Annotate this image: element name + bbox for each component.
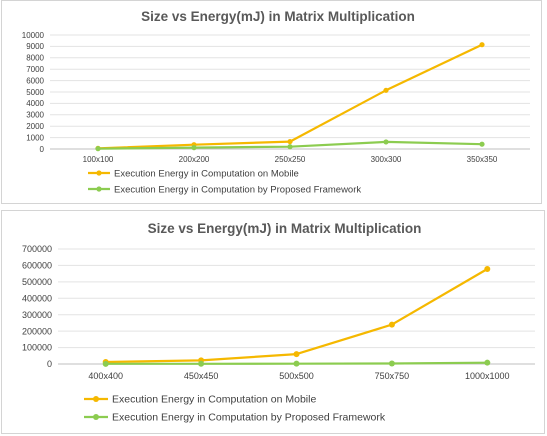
data-point [287, 144, 293, 150]
y-tick-label: 0 [47, 359, 52, 369]
y-tick-label: 1000 [26, 133, 44, 142]
y-tick-label: 7000 [26, 65, 44, 74]
y-tick-label: 200000 [22, 326, 52, 336]
data-point [191, 145, 197, 151]
x-tick-label: 300x300 [371, 155, 402, 164]
data-point [484, 266, 491, 273]
data-point [198, 360, 205, 367]
y-tick-label: 700000 [22, 244, 52, 254]
data-point [383, 139, 389, 145]
y-tick-label: 400000 [22, 293, 52, 303]
x-tick-label: 400x400 [88, 371, 123, 381]
data-point [479, 42, 485, 48]
data-point [388, 321, 395, 328]
data-point [293, 351, 300, 358]
chart-panel-large-matrices: Size vs Energy(mJ) in Matrix Multiplicat… [0, 210, 547, 436]
legend-swatch-marker [93, 396, 99, 402]
x-tick-label: 100x100 [83, 155, 114, 164]
x-tick-label: 450x450 [184, 371, 219, 381]
data-point [95, 146, 101, 152]
y-tick-label: 10000 [22, 31, 45, 40]
x-tick-label: 500x500 [279, 371, 314, 381]
energy-chart-small: Size vs Energy(mJ) in Matrix Multiplicat… [1, 0, 542, 204]
y-tick-label: 2000 [26, 122, 44, 131]
legend-entry: Execution Energy in Computation by Propo… [112, 412, 386, 424]
chart-title: Size vs Energy(mJ) in Matrix Multiplicat… [141, 9, 415, 24]
y-tick-label: 3000 [26, 111, 44, 120]
x-tick-label: 200x200 [179, 155, 210, 164]
y-tick-label: 5000 [26, 88, 44, 97]
y-tick-label: 0 [40, 145, 45, 154]
legend-entry: Execution Energy in Computation by Propo… [114, 184, 361, 195]
data-point [479, 141, 485, 147]
energy-chart-large: Size vs Energy(mJ) in Matrix Multiplicat… [1, 210, 545, 434]
y-tick-label: 4000 [26, 99, 44, 108]
chart-panel-small-matrices: Size vs Energy(mJ) in Matrix Multiplicat… [0, 0, 547, 205]
y-tick-label: 600000 [22, 261, 52, 271]
legend-swatch-marker [96, 186, 102, 192]
legend-swatch-marker [93, 414, 99, 420]
x-tick-label: 350x350 [467, 155, 498, 164]
legend-entry: Execution Energy in Computation on Mobil… [112, 394, 316, 406]
x-tick-label: 1000x1000 [465, 371, 510, 381]
data-point [287, 138, 293, 145]
x-tick-label: 250x250 [275, 155, 306, 164]
data-point [484, 359, 491, 366]
y-tick-label: 8000 [26, 54, 44, 63]
data-point [388, 360, 395, 367]
y-tick-label: 100000 [22, 343, 52, 353]
chart-border [1, 0, 542, 204]
data-point [102, 360, 109, 367]
legend-swatch-marker [96, 170, 102, 176]
y-tick-label: 500000 [22, 277, 52, 287]
chart-border [1, 210, 545, 434]
chart-title: Size vs Energy(mJ) in Matrix Multiplicat… [148, 221, 422, 236]
y-tick-label: 9000 [26, 42, 44, 51]
legend-entry: Execution Energy in Computation on Mobil… [114, 168, 299, 179]
y-tick-label: 300000 [22, 310, 52, 320]
data-point [383, 87, 389, 93]
y-tick-label: 6000 [26, 76, 44, 85]
x-tick-label: 750x750 [375, 371, 410, 381]
data-point [293, 360, 300, 367]
